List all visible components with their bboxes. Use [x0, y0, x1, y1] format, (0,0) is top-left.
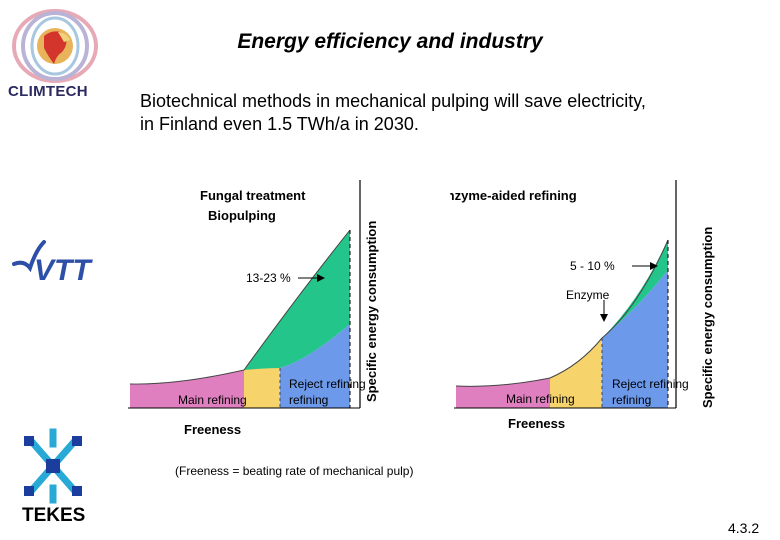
- enzyme-annotation: Enzyme: [566, 288, 610, 302]
- chart-title: Enzyme-aided refining: [450, 188, 577, 203]
- main-refining-label: Main refining: [178, 393, 247, 407]
- chart-title: Fungal treatment: [200, 188, 306, 203]
- main-refining-region: [130, 370, 244, 408]
- envelope-area: [602, 270, 668, 408]
- slide-number: 4.3.2: [728, 520, 760, 536]
- upper-curve: [455, 239, 669, 387]
- climtech-globe-logo: [12, 9, 98, 83]
- saving-label: 5 - 10 %: [570, 259, 615, 273]
- chart-fungal-treatment: Fungal treatment Biopulping 13-23 % Main…: [128, 180, 379, 437]
- main-refining-label: Main refining: [506, 392, 575, 406]
- reject-refining-region: [244, 368, 280, 408]
- x-axis-label: Freeness: [508, 416, 565, 431]
- upper-curve: [129, 229, 351, 385]
- subtitle-line-2: in Finland even 1.5 TWh/a in 2030.: [140, 114, 419, 134]
- reject-refining-label: Reject refining: [612, 377, 689, 391]
- page-title: Energy efficiency and industry: [237, 30, 543, 53]
- reject-refining-label-2: refining: [289, 393, 328, 407]
- reject-refining-label: Reject refining: [289, 377, 366, 391]
- freeness-footnote: (Freeness = beating rate of mechanical p…: [175, 464, 414, 478]
- subtitle-line-1: Biotechnical methods in mechanical pulpi…: [140, 91, 646, 111]
- x-axis-label: Freeness: [184, 422, 241, 437]
- vtt-logo: VTT: [12, 240, 93, 287]
- tekes-snowflake-logo: [24, 428, 82, 504]
- saving-area: [244, 230, 350, 371]
- vtt-logo-text: VTT: [34, 254, 93, 287]
- y-axis-label: Specific energy consumption: [364, 221, 379, 402]
- reject-refining-area: [280, 324, 350, 408]
- y-axis-label: Specific energy consumption: [700, 227, 715, 408]
- saving-arrowhead: [317, 274, 325, 282]
- saving-label: 13-23 %: [246, 271, 291, 285]
- chart-title-line-2: Biopulping: [208, 208, 276, 223]
- reject-refining-region: [550, 338, 602, 408]
- enzyme-arrowhead: [600, 314, 608, 322]
- climtech-logo-text: CLIMTECH: [8, 83, 88, 100]
- chart-enzyme-aided-refining: Enzyme-aided refining 5 - 10 % Enzyme Ma…: [450, 180, 715, 431]
- tekes-logo-text: TEKES: [22, 505, 86, 526]
- reject-refining-label-2: refining: [612, 393, 651, 407]
- saving-arrowhead: [650, 262, 658, 270]
- main-refining-region: [456, 378, 550, 408]
